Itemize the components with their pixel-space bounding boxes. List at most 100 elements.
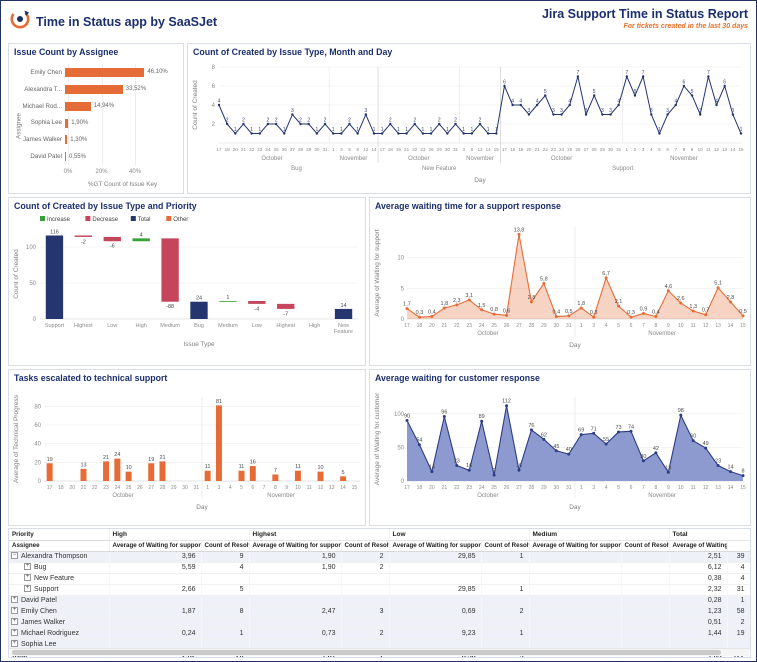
expand-row-icon[interactable]: + [24, 574, 31, 582]
assignee-bar[interactable] [65, 84, 123, 94]
matrix-row-david-patel[interactable]: + David Patel 0,28 1 [9, 595, 750, 607]
matrix-row-james-walker[interactable]: + James Walker 0,51 2 [9, 617, 750, 629]
priority-assignee-matrix[interactable]: Priority High Highest Low Medium Total Assigne… [9, 529, 750, 657]
svg-text:7: 7 [674, 147, 677, 152]
svg-text:4,6: 4,6 [665, 284, 673, 290]
svg-text:3: 3 [609, 108, 612, 114]
svg-text:50: 50 [29, 281, 36, 287]
svg-text:18: 18 [225, 147, 231, 152]
expand-row-icon[interactable]: + [11, 640, 18, 648]
svg-text:5: 5 [240, 485, 243, 491]
matrix-row-emily-chen[interactable]: + Emily Chen 1,87 8 2,47 3 0,69 2 1,23 58 [9, 606, 750, 618]
svg-text:12: 12 [703, 485, 709, 491]
svg-text:100: 100 [26, 245, 37, 251]
assignee-bar[interactable] [65, 152, 66, 162]
expand-row-icon[interactable]: + [11, 629, 18, 637]
matrix-corner-priority: Priority [9, 529, 110, 541]
svg-text:2: 2 [226, 118, 229, 124]
expand-row-icon[interactable]: + [11, 596, 18, 604]
assignee-bar[interactable] [65, 118, 69, 128]
svg-text:10: 10 [698, 147, 704, 152]
svg-text:12: 12 [318, 485, 324, 491]
svg-text:15: 15 [740, 485, 746, 491]
assignee-bar[interactable] [65, 135, 68, 145]
assignee-bar-row[interactable]: Alexandra T... 33,52% [21, 81, 177, 98]
matrix-cell [389, 573, 482, 585]
panel-title: Count of Created by Issue Type, Month an… [193, 47, 393, 57]
svg-text:40: 40 [34, 442, 41, 448]
matrix-row-support[interactable]: + Support 2,66 5 29,85 1 2,32 31 [9, 584, 750, 596]
svg-text:2: 2 [299, 118, 302, 124]
assignee-bar-row[interactable]: David Patel 0,55% [21, 148, 177, 165]
svg-text:3: 3 [592, 323, 595, 329]
assignee-bar-row[interactable]: Emily Chen 46,10% [21, 64, 177, 81]
panel-customer-wait: Average waiting for customer response 0 5… [369, 369, 751, 526]
svg-text:October: October [477, 331, 498, 337]
matrix-group-header: Medium [529, 529, 670, 541]
svg-text:22: 22 [412, 147, 418, 152]
assignee-bar-chart[interactable]: Assignee Emily Chen 46,10% Alexandra T... 33… [11, 60, 181, 191]
svg-text:0,8: 0,8 [490, 307, 498, 313]
matrix-cell [481, 573, 530, 585]
svg-text:6: 6 [503, 80, 506, 86]
matrix-cell: 0,51 [669, 617, 728, 629]
svg-text:10: 10 [317, 465, 323, 471]
svg-text:18: 18 [58, 485, 64, 491]
svg-text:1,8: 1,8 [441, 301, 449, 307]
panel-priority-matrix: Priority High Highest Low Medium Total Assigne… [8, 528, 751, 658]
svg-text:25: 25 [491, 485, 497, 491]
matrix-row-bug[interactable]: + Bug 5,59 4 1,90 2 6,12 4 [9, 562, 750, 574]
svg-text:24: 24 [479, 485, 485, 491]
svg-text:3: 3 [552, 108, 555, 114]
svg-text:15: 15 [352, 485, 358, 491]
matrix-cell [621, 551, 670, 563]
priority-waterfall-chart[interactable]: Increase Decrease Total Other 0 50 100 116 Suppo… [10, 213, 366, 363]
svg-text:30: 30 [554, 485, 560, 491]
x-axis-title: %GT Count of Issue Key [87, 181, 158, 188]
matrix-row-michael-rodriguez[interactable]: + Michael Rodriguez 0,24 1 0,73 2 9,23 1 1,44 19 [9, 628, 750, 640]
created-line-chart[interactable]: 2468417218120221122123224225126327228229… [189, 59, 749, 191]
svg-text:24: 24 [559, 147, 565, 152]
matrix-row-sophia-lee[interactable]: + Sophia Lee [9, 639, 750, 650]
scrollbar-thumb[interactable] [12, 650, 722, 655]
matrix-row-new-feature[interactable]: + New Feature 0,38 4 [9, 573, 750, 585]
svg-text:4: 4 [605, 323, 608, 329]
svg-text:1: 1 [206, 485, 209, 491]
svg-text:6: 6 [666, 147, 669, 152]
svg-text:2: 2 [267, 118, 270, 124]
expand-row-icon[interactable]: + [11, 607, 18, 615]
panel-title: Average waiting time for a support respo… [375, 201, 561, 211]
svg-text:October: October [261, 156, 282, 162]
svg-text:4: 4 [674, 99, 677, 105]
svg-text:23: 23 [466, 323, 472, 329]
assignee-bar-row[interactable]: Michael Rod... 14,94% [21, 98, 177, 115]
svg-text:21: 21 [81, 485, 87, 491]
svg-text:Medium: Medium [160, 323, 180, 329]
expand-row-icon[interactable]: + [24, 563, 31, 571]
assignee-bar-row[interactable]: James Walker 1,30% [21, 131, 177, 148]
support-wait-area-chart[interactable]: 05101,7170,3180,4201,8212,3223,1231,5240… [371, 213, 751, 364]
matrix-row-alexandra-thompson[interactable]: − Alexandra Thompson 3,96 9 1,90 2 29,85 1 2,51 3… [9, 551, 750, 563]
assignee-bar[interactable] [65, 68, 145, 78]
svg-text:1: 1 [258, 127, 261, 133]
matrix-cell [481, 562, 530, 574]
expand-row-icon[interactable]: + [11, 618, 18, 626]
matrix-cell: 0,73 [249, 628, 342, 640]
matrix-cell [249, 595, 342, 607]
svg-text:23: 23 [103, 485, 109, 491]
matrix-cell: 1,44 [669, 628, 728, 640]
expand-row-icon[interactable]: + [24, 585, 31, 593]
matrix-horizontal-scrollbar[interactable] [10, 648, 749, 656]
row-label: James Walker [21, 618, 66, 626]
svg-text:8: 8 [212, 65, 216, 71]
svg-text:9: 9 [667, 323, 670, 329]
matrix-group-header: Low [389, 529, 530, 541]
assignee-bar-row[interactable]: Sophia Lee 1,90% [21, 114, 177, 131]
matrix-cell [529, 551, 622, 563]
svg-text:30: 30 [608, 147, 614, 152]
svg-text:1: 1 [430, 127, 433, 133]
collapse-row-icon[interactable]: − [11, 552, 18, 560]
assignee-bar[interactable] [65, 101, 91, 111]
